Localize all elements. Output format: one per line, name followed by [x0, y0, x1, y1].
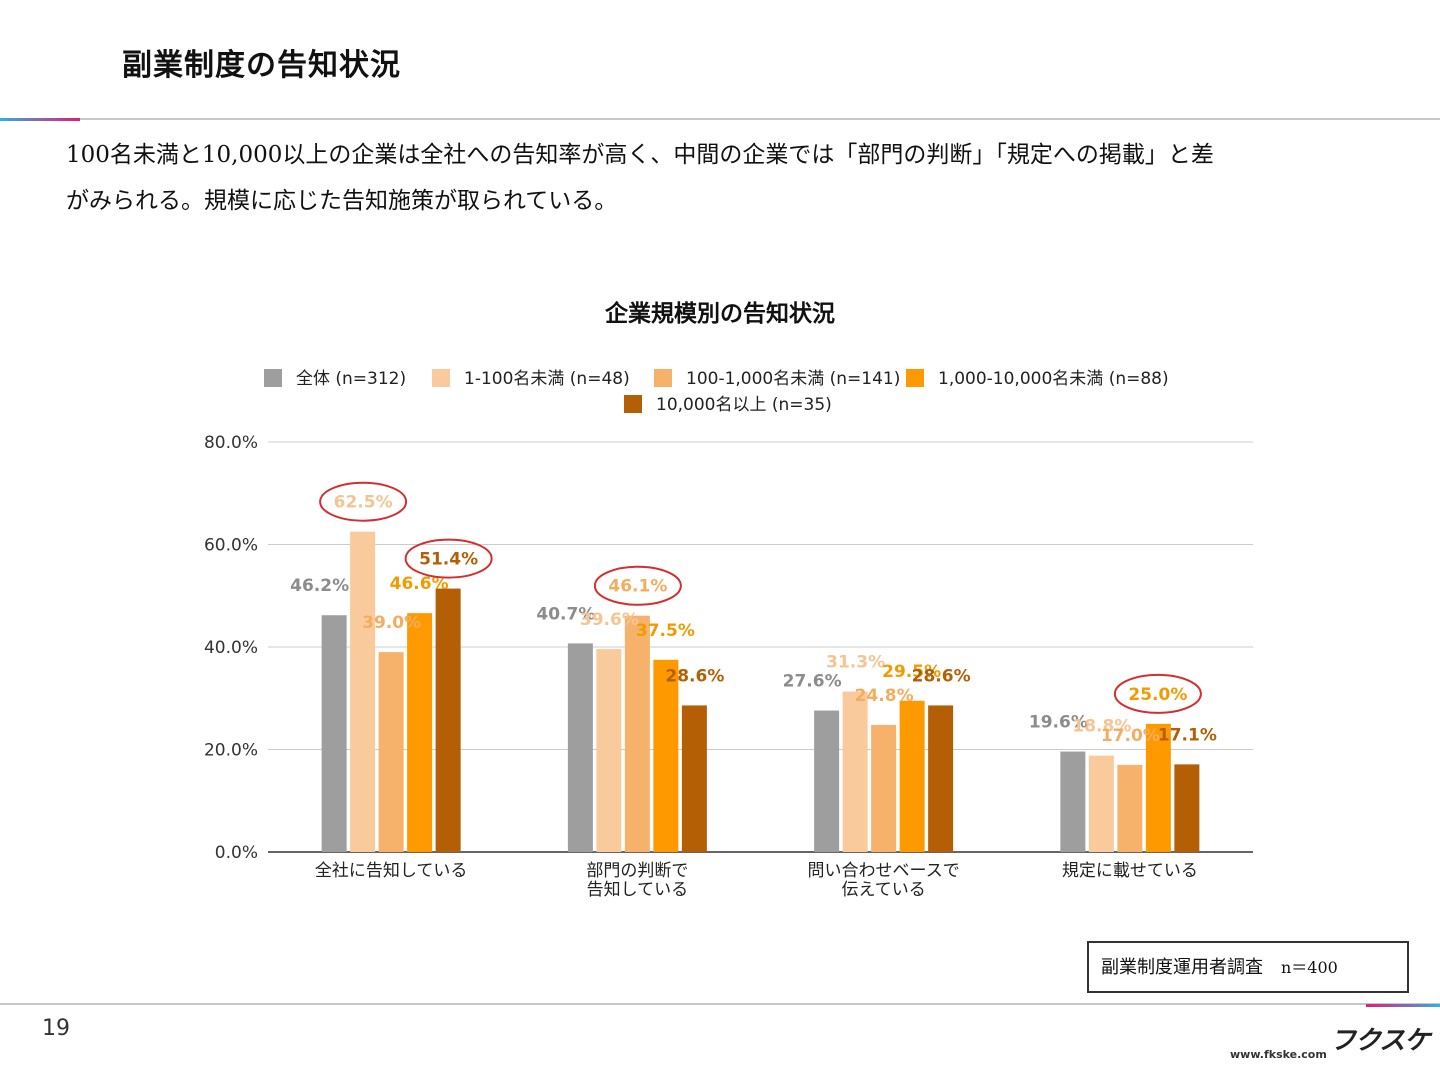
source-label: 副業制度運用者調査 [1101, 957, 1263, 978]
x-tick-label: 問い合わせベースで [808, 861, 960, 881]
data-label: 25.0% [1128, 685, 1187, 705]
header-divider [0, 118, 1440, 120]
y-tick-label: 0.0% [215, 843, 258, 863]
bar [435, 588, 461, 852]
bar [1117, 764, 1143, 852]
data-label: 37.5% [636, 621, 695, 641]
bar [842, 691, 868, 852]
data-label: 17.1% [1158, 725, 1217, 745]
bar [899, 700, 925, 852]
highlight-circle [1113, 673, 1202, 714]
legend-swatch [654, 369, 672, 387]
data-label: 28.6% [665, 666, 724, 686]
company-url: www.fkske.com [1230, 1048, 1327, 1061]
x-tick-label: 伝えている [842, 880, 926, 900]
bar [1060, 751, 1086, 852]
header-accent-bar [0, 118, 80, 121]
highlight-circle [404, 538, 493, 579]
bar [928, 705, 954, 852]
legend-label: 全体 (n=312) [296, 369, 406, 389]
chart-title: 企業規模別の告知状況 [605, 300, 835, 327]
company-logo: フクスケ [1330, 1026, 1430, 1056]
bar [1088, 755, 1114, 852]
highlight-circle [593, 565, 682, 606]
data-label: 46.2% [290, 576, 349, 596]
legend-label: 1-100名未満 (n=48) [464, 369, 630, 389]
data-label: 51.4% [419, 550, 478, 570]
bar [407, 613, 433, 852]
legend-swatch [906, 369, 924, 387]
data-label: 40.7% [536, 604, 595, 624]
bar [350, 531, 376, 852]
bar [596, 649, 622, 852]
bar [653, 659, 679, 852]
y-tick-label: 20.0% [204, 741, 258, 761]
bar [1174, 764, 1200, 852]
page-number: 19 [42, 1016, 70, 1041]
data-label: 31.3% [826, 653, 885, 673]
data-label: 46.6% [390, 574, 449, 594]
lead-text: 100名未満と10,000以上の企業は全社への告知率が高く、中間の企業では「部門… [66, 132, 1386, 224]
source-box: 副業制度運用者調査 n＝400 [1087, 941, 1409, 993]
data-label: 28.6% [912, 666, 971, 686]
bar [321, 615, 347, 852]
data-label: 46.1% [608, 577, 667, 597]
legend-label: 100-1,000名未満 (n=141) [686, 369, 900, 389]
data-label: 39.0% [362, 613, 421, 633]
data-label: 27.6% [783, 672, 842, 692]
highlight-circle [319, 481, 408, 522]
y-tick-label: 40.0% [204, 638, 258, 658]
x-tick-label: 部門の判断で [586, 861, 688, 881]
data-label: 29.5% [882, 662, 941, 682]
y-tick-label: 60.0% [204, 536, 258, 556]
legend-swatch [624, 395, 642, 413]
legend-swatch [264, 369, 282, 387]
page-title: 副業制度の告知状況 [122, 48, 401, 83]
lead-line-2: がみられる。規模に応じた告知施策が取られている。 [66, 188, 618, 214]
lead-line-1: 100名未満と10,000以上の企業は全社への告知率が高く、中間の企業では「部門… [66, 142, 1214, 168]
source-sample-size: n＝400 [1281, 958, 1338, 977]
data-label: 24.8% [855, 686, 914, 706]
bar [814, 710, 840, 852]
legend-label: 1,000-10,000名未満 (n=88) [938, 369, 1169, 389]
footer-accent-bar [1366, 1004, 1440, 1007]
data-label: 18.8% [1072, 717, 1131, 737]
data-label: 39.6% [580, 610, 639, 630]
x-tick-label: 規定に載せている [1062, 861, 1198, 881]
footer-divider [0, 1003, 1440, 1005]
legend-swatch [432, 369, 450, 387]
x-tick-label: 告知している [587, 880, 689, 900]
data-label: 19.6% [1029, 713, 1088, 733]
bar [681, 705, 707, 852]
x-tick-label: 全社に告知している [315, 861, 468, 881]
y-tick-label: 80.0% [204, 433, 258, 453]
legend-label: 10,000名以上 (n=35) [656, 395, 832, 415]
bar [624, 615, 650, 852]
bar [871, 724, 897, 852]
bar [1145, 723, 1171, 852]
bar [567, 643, 593, 852]
bar-chart: 0.0% 20.0% 40.0% 60.0% 80.0% 46.2% 40.7% 27.6% 1… [204, 369, 1253, 900]
data-label: 62.5% [334, 493, 393, 513]
bar [378, 652, 404, 852]
data-label: 17.0% [1101, 726, 1160, 746]
